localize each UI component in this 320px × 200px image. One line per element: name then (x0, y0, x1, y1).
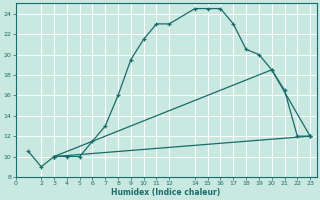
X-axis label: Humidex (Indice chaleur): Humidex (Indice chaleur) (111, 188, 221, 197)
